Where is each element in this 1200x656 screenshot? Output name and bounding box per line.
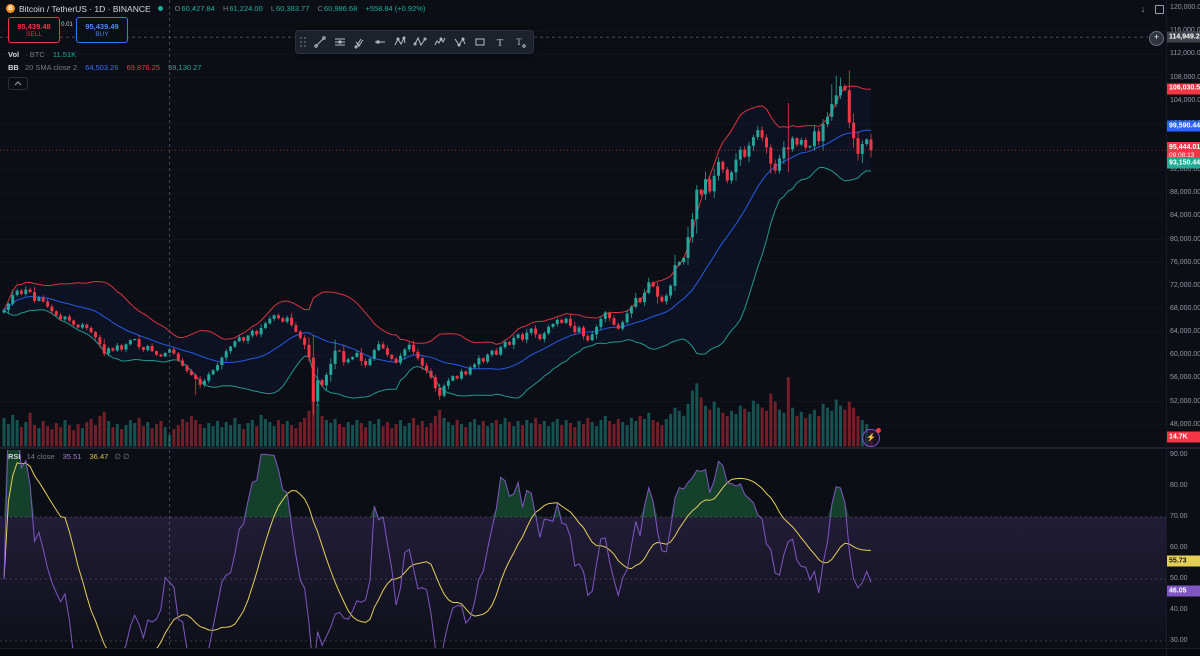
price-tick: 92,000.00 [1170, 166, 1200, 174]
open-value: 60,427.84 [181, 4, 215, 13]
symbol-header: B Bitcoin / TetherUS · 1D · BINANCE O60,… [6, 3, 425, 14]
rsi-tick: 70.00 [1170, 513, 1188, 520]
sell-price: 95,439.48 [17, 21, 51, 31]
price-tick: 48,000.00 [1170, 420, 1200, 428]
anchored-text-icon[interactable]: T [510, 32, 530, 52]
cypher-pattern-icon[interactable] [450, 32, 470, 52]
buy-button[interactable]: 95,439.49 BUY [76, 17, 128, 43]
rectangle-icon[interactable] [470, 32, 490, 52]
bitcoin-logo-icon: B [6, 4, 15, 13]
volume-legend[interactable]: Vol · BTC 11.51K [8, 50, 76, 59]
rsi-label: RSI [8, 452, 21, 461]
pane-separator[interactable] [0, 447, 1200, 449]
low-value: 60,383.77 [276, 4, 310, 13]
elliott-wave-icon[interactable] [430, 32, 450, 52]
symbol-title[interactable]: Bitcoin / TetherUS · 1D · BINANCE [19, 3, 151, 14]
rsi-tick: 60.00 [1170, 544, 1188, 551]
buy-label: BUY [95, 30, 109, 38]
text-icon[interactable]: T [490, 32, 510, 52]
maximize-pane-button[interactable] [1152, 3, 1166, 15]
last-price-axis-label: 95,444.01 09:08:13 [1167, 142, 1200, 162]
bar-countdown: 09:08:13 [1169, 151, 1195, 159]
buy-price: 95,439.49 [85, 21, 119, 31]
high-label: H [222, 4, 229, 13]
price-tick: 108,000.00 [1170, 73, 1200, 81]
bb-params: 20 SMA close 2 [24, 63, 78, 72]
volume-label: Vol [8, 50, 20, 59]
price-tick: 76,000.00 [1170, 258, 1200, 266]
horizontal-ray-icon[interactable] [370, 32, 390, 52]
volume-axis-label: 14.7K [1167, 431, 1200, 443]
collapse-indicators-button[interactable] [8, 77, 28, 90]
add-alert-plus-button[interactable]: + [1149, 30, 1164, 46]
svg-text:T: T [516, 37, 522, 47]
price-tick: 68,000.00 [1170, 304, 1200, 312]
price-tick: 56,000.00 [1170, 374, 1200, 382]
xabcd-pattern-icon[interactable] [390, 32, 410, 52]
bb-lower-value: 59,130.27 [168, 63, 202, 72]
bb-lower-axis-label: 93,150.44 [1167, 157, 1200, 169]
price-tick: 84,000.00 [1170, 212, 1200, 220]
last-price-value: 95,444.01 [1169, 143, 1200, 151]
pitchfork-icon[interactable] [350, 32, 370, 52]
bb-basis-value: 64,503.26 [85, 63, 119, 72]
bb-upper-axis-label: 106,030.51 [1167, 83, 1200, 95]
move-pane-down-button[interactable]: ↓ [1140, 4, 1146, 14]
price-tick: 104,000.00 [1170, 96, 1200, 104]
spark-lightning-button[interactable]: ⚡ [862, 428, 881, 447]
ohlc-readout: O60,427.84 H61,224.00 L60,383.77 C60,986… [169, 4, 426, 13]
trend-line-icon[interactable] [310, 32, 330, 52]
rsi-tick: 30.00 [1170, 637, 1188, 644]
price-tick: 112,000.00 [1170, 50, 1200, 58]
crosshair-price-label: 114,949.23 [1167, 31, 1200, 43]
close-label: C [317, 4, 323, 13]
price-tick: 72,000.00 [1170, 281, 1200, 289]
abcd-pattern-icon[interactable] [410, 32, 430, 52]
bollinger-legend[interactable]: BB 20 SMA close 2 64,503.26 69,876.25 59… [8, 63, 201, 72]
change-value: +558.84 (+0.92%) [365, 4, 426, 13]
rsi-value: 35.51 [62, 452, 82, 461]
rsi-tick: 50.00 [1170, 575, 1188, 582]
rsi-tick: 90.00 [1170, 451, 1188, 458]
market-status-dot-icon [157, 6, 163, 11]
horizontal-line-icon[interactable] [330, 32, 350, 52]
bb-upper-value: 69,876.25 [126, 63, 160, 72]
rsi-axis-label: 46.05 [1167, 585, 1200, 597]
price-tick: 120,000.00 [1170, 4, 1200, 11]
low-label: L [270, 4, 276, 13]
rsi-params: 14 close [26, 452, 55, 461]
rsi-tick: 40.00 [1170, 606, 1188, 613]
toolbar-drag-handle[interactable] [300, 35, 307, 49]
high-value: 61,224.00 [229, 4, 263, 13]
price-tick: 52,000.00 [1170, 397, 1200, 405]
price-tick: 88,000.00 [1170, 189, 1200, 197]
volume-value: 11.51K [52, 50, 77, 59]
rsi-tick: 80.00 [1170, 482, 1188, 489]
rsi-ma-value: 36.47 [89, 452, 109, 461]
notification-dot [876, 428, 881, 433]
bottom-edge [0, 648, 1200, 656]
rsi-legend[interactable]: RSI 14 close 35.51 36.47 ∅ ∅ [8, 452, 130, 461]
rsi-ma-axis-label: 55.73 [1167, 555, 1200, 567]
close-value: 60,986.68 [323, 4, 358, 13]
price-tick: 64,000.00 [1170, 328, 1200, 336]
open-label: O [174, 4, 181, 13]
price-tick: 116,000.00 [1170, 27, 1200, 35]
maximize-pane-icon [1154, 5, 1164, 14]
spread-value: 0.01 [61, 22, 73, 28]
bb-label: BB [8, 63, 19, 72]
sell-label: SELL [26, 30, 42, 38]
rsi-empty-values: ∅ ∅ [114, 452, 130, 461]
bb-basis-axis-label: 99,590.44 [1167, 120, 1200, 132]
volume-pair: · BTC [25, 50, 45, 59]
price-tick: 60,000.00 [1170, 351, 1200, 359]
price-tick: 80,000.00 [1170, 235, 1200, 243]
sell-button[interactable]: 95,439.48 SELL [8, 17, 60, 43]
svg-text:T: T [497, 37, 504, 49]
lightning-icon: ⚡ [866, 433, 876, 442]
